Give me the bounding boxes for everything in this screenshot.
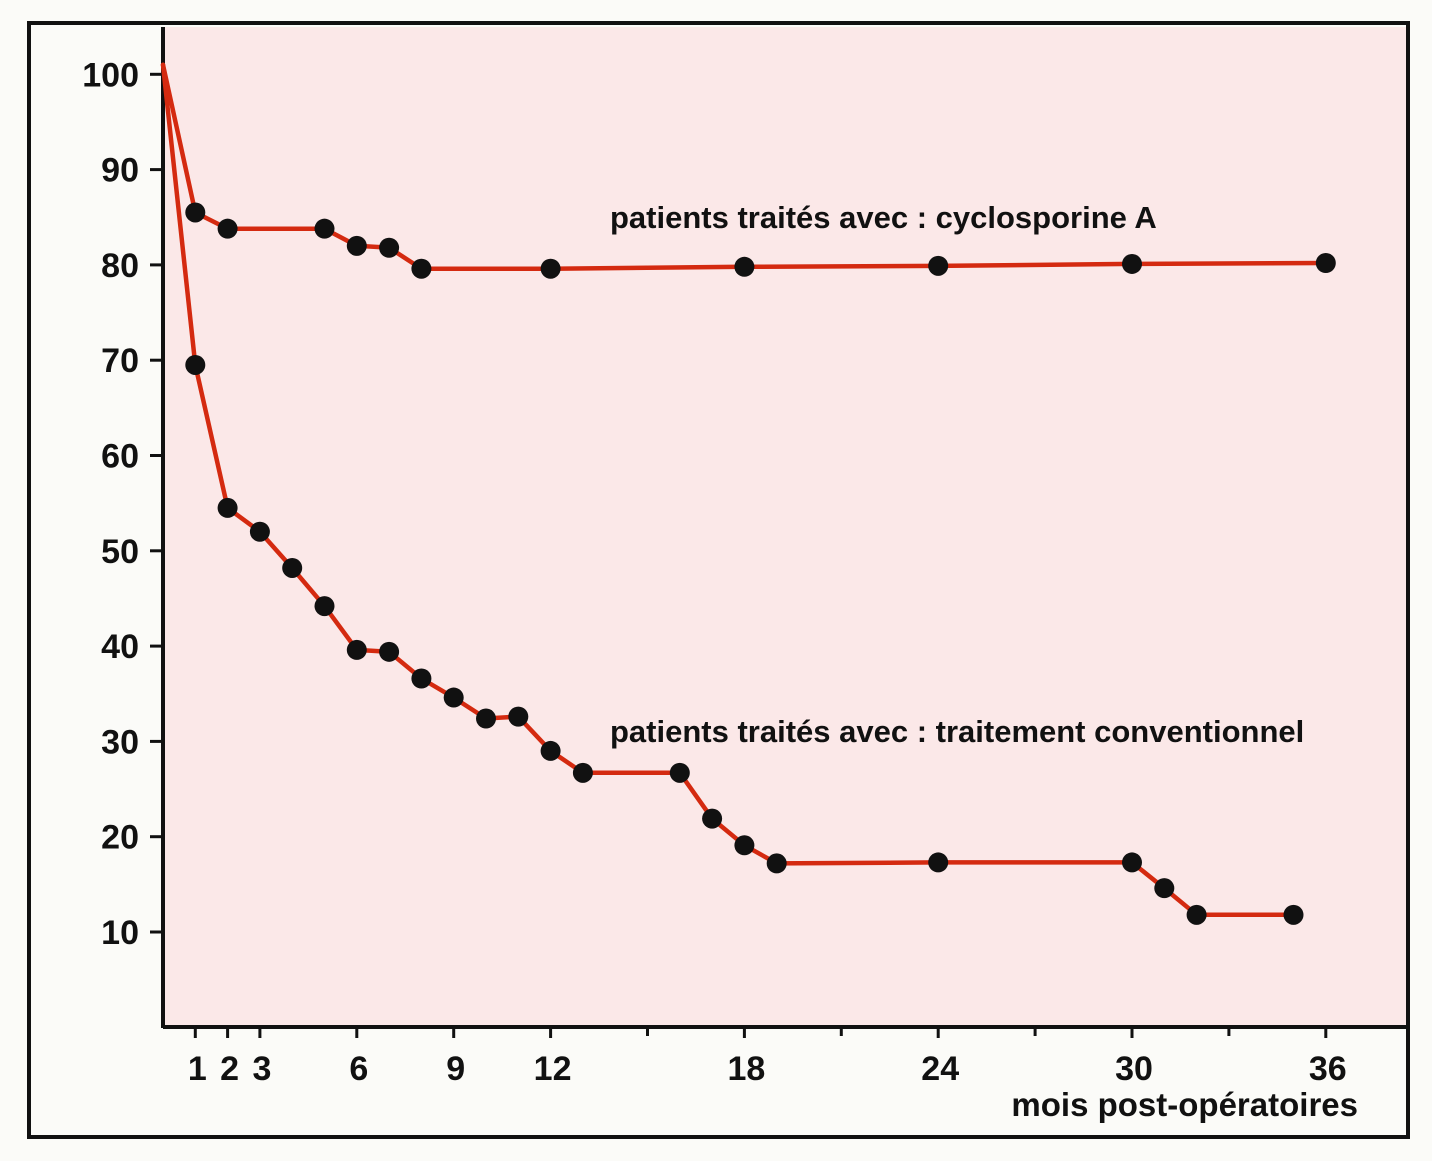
- x-tick-label: 2: [220, 1050, 239, 1088]
- data-point: [1186, 904, 1207, 925]
- data-point: [443, 687, 464, 708]
- data-point: [928, 255, 949, 276]
- data-point: [217, 218, 238, 239]
- data-point: [314, 218, 335, 239]
- data-point: [346, 235, 367, 256]
- series-points: [185, 202, 1336, 925]
- data-point: [669, 762, 690, 783]
- x-tick-label: 1: [188, 1050, 207, 1088]
- data-point: [1315, 252, 1336, 273]
- data-point: [1122, 852, 1142, 873]
- y-tick-label: 10: [101, 914, 139, 952]
- y-tick-label: 40: [101, 628, 139, 666]
- data-point: [346, 639, 367, 660]
- plot-background: [163, 27, 1406, 1025]
- data-point: [1154, 878, 1175, 899]
- x-axis-title: mois post-opératoires: [1011, 1086, 1358, 1123]
- y-tick-label: 20: [101, 819, 139, 857]
- data-point: [928, 852, 949, 873]
- outer-frame: [27, 21, 1410, 1139]
- y-tick-label: 60: [101, 438, 139, 476]
- data-point: [379, 641, 400, 662]
- y-tick-label: 90: [101, 152, 139, 190]
- x-tick-label: 6: [349, 1050, 368, 1088]
- data-point: [766, 853, 787, 874]
- y-tick-label: 50: [101, 533, 139, 571]
- data-point: [249, 521, 270, 542]
- x-tick-label: 3: [252, 1050, 271, 1088]
- data-point: [185, 354, 206, 375]
- x-tick-label: 24: [921, 1050, 959, 1088]
- data-point: [734, 835, 755, 856]
- x-ticks: 1 2 3 6 9 12 18 24 30 36: [188, 1027, 1347, 1088]
- data-point: [314, 596, 335, 617]
- data-point: [217, 497, 238, 518]
- data-point: [411, 258, 432, 279]
- data-point: [540, 258, 561, 279]
- x-tick-label: 9: [446, 1050, 465, 1088]
- data-point: [185, 202, 206, 223]
- data-point: [734, 256, 755, 277]
- data-point: [508, 706, 529, 727]
- x-tick-label: 12: [534, 1050, 572, 1088]
- x-tick-label: 18: [727, 1050, 765, 1088]
- y-tick-label: 70: [101, 342, 139, 380]
- data-point: [1283, 904, 1304, 925]
- y-tick-label: 100: [82, 56, 139, 94]
- series-label-cyclosporine: patients traités avec : cyclosporine A: [610, 200, 1157, 235]
- y-ticks: 10 20 30 40 50 60 70 80 90 100: [82, 56, 163, 952]
- y-tick-label: 80: [101, 247, 139, 285]
- series-label-conventional: patients traités avec : traitement conve…: [610, 714, 1304, 749]
- x-tick-label: 30: [1115, 1050, 1153, 1088]
- data-point: [282, 557, 303, 578]
- data-point: [1122, 253, 1142, 274]
- data-point: [379, 237, 400, 258]
- data-point: [702, 808, 723, 829]
- data-point: [540, 740, 561, 761]
- data-point: [572, 762, 593, 783]
- data-point: [476, 708, 496, 729]
- x-tick-label: 36: [1309, 1050, 1347, 1088]
- data-point: [411, 668, 432, 689]
- y-tick-label: 30: [101, 723, 139, 761]
